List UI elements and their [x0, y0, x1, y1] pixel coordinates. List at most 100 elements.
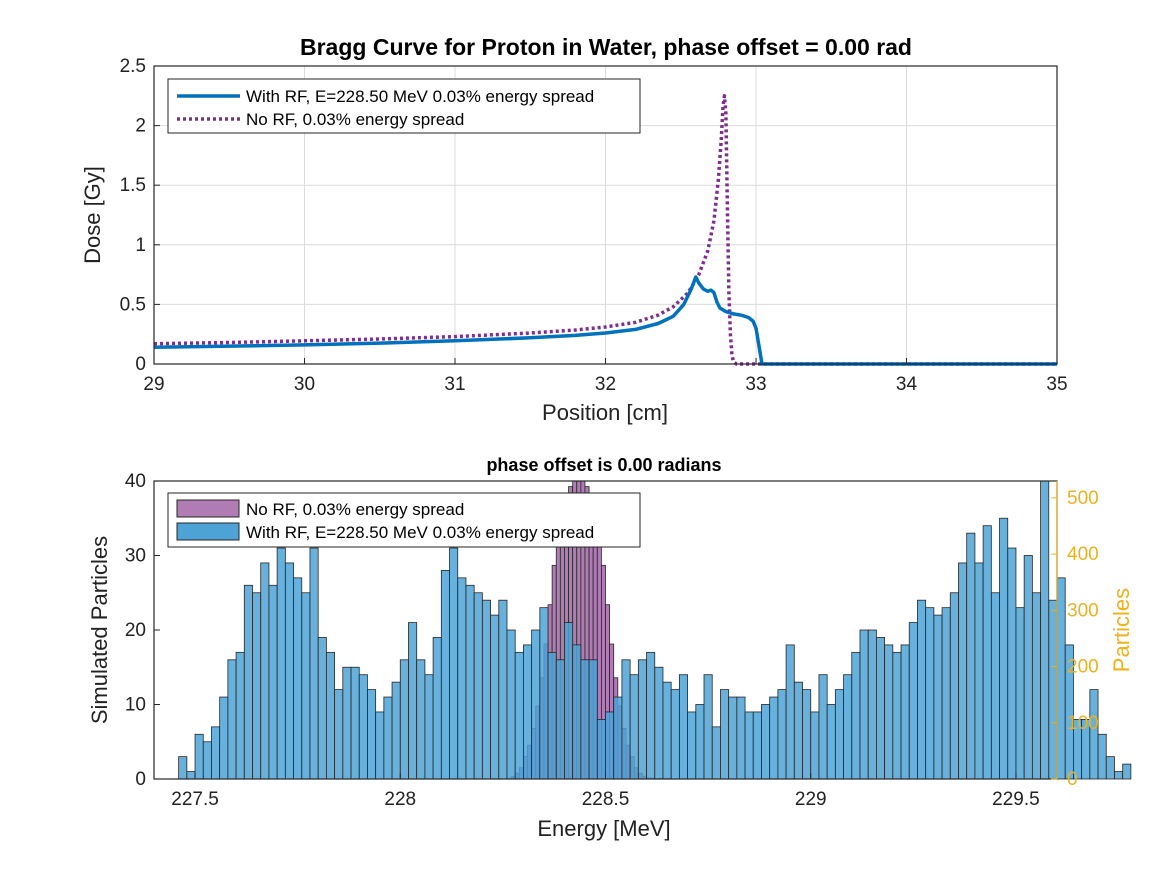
- chart2-right-tick-label: 400: [1067, 544, 1099, 565]
- histogram-bar-with-rf: [506, 629, 516, 780]
- chart1-title: Bragg Curve for Proton in Water, phase o…: [300, 34, 912, 60]
- histogram-bar-with-rf: [711, 726, 721, 780]
- histogram-bar-with-rf: [670, 689, 680, 780]
- histogram-bar-with-rf: [662, 681, 672, 780]
- chart1-legend-box: [167, 78, 641, 134]
- chart2-y-tick-label: 0: [135, 769, 146, 790]
- chart1-y-tick-label: 1.5: [120, 175, 146, 196]
- histogram-bar-with-rf: [793, 681, 803, 780]
- histogram-bar-with-rf: [1122, 763, 1132, 780]
- histogram-bar-with-rf: [399, 659, 409, 780]
- chart2-y-tick-label: 40: [125, 471, 146, 492]
- histogram-bar-with-rf: [342, 666, 352, 780]
- histogram-bar-with-rf: [227, 659, 237, 780]
- histogram-bar-with-rf: [375, 711, 385, 780]
- histogram-bar-with-rf: [752, 711, 762, 780]
- histogram-bar-with-rf: [408, 622, 418, 780]
- chart2-right-tick-label: 500: [1067, 488, 1099, 509]
- chart2-right-axis-label: Particles: [1109, 588, 1134, 672]
- histogram-bar-with-rf: [982, 525, 992, 780]
- histogram-bar-with-rf: [555, 659, 565, 780]
- histogram-bar-with-rf: [851, 651, 861, 780]
- chart1-x-axis-label: Position [cm]: [542, 400, 668, 425]
- histogram-bar-with-rf: [358, 674, 368, 780]
- histogram-bar-with-rf: [917, 599, 927, 780]
- chart1-x-tick-label: 33: [745, 374, 766, 395]
- histogram-bar-with-rf: [523, 644, 533, 780]
- histogram-bar-with-rf: [432, 637, 442, 780]
- chart2-x-tick-label: 228.5: [582, 789, 630, 810]
- histogram-bar-with-rf: [449, 547, 459, 780]
- histogram-bar-with-rf: [564, 622, 574, 780]
- histogram-bar-with-rf: [629, 674, 639, 780]
- histogram-bar-with-rf: [720, 689, 730, 780]
- histogram-bar-with-rf: [1007, 547, 1017, 780]
- chart2-legend-label-no-rf: No RF, 0.03% energy spread: [246, 500, 464, 519]
- histogram-bar-with-rf: [498, 599, 508, 780]
- histogram-bar-with-rf: [1031, 592, 1041, 780]
- histogram-bar-with-rf: [785, 644, 795, 780]
- histogram-bar-with-rf: [391, 681, 401, 780]
- histogram-bar-with-rf: [514, 651, 524, 780]
- histogram-bar-with-rf: [547, 651, 557, 780]
- histogram-bar-with-rf: [1089, 689, 1099, 780]
- chart1-legend-label-with-rf: With RF, E=228.50 MeV 0.03% energy sprea…: [246, 87, 594, 106]
- histogram-bar-with-rf: [777, 689, 787, 780]
- chart1-y-tick-label: 0: [135, 354, 146, 375]
- chart2-x-axis-label: Energy [MeV]: [537, 816, 670, 841]
- histogram-bar-with-rf: [605, 711, 615, 780]
- chart1-y-tick-label: 0.5: [120, 294, 146, 315]
- histogram-bar-with-rf: [481, 599, 491, 780]
- histogram-bar-with-rf: [252, 592, 262, 780]
- chart1-x-tick-label: 32: [595, 374, 616, 395]
- histogram-bar-with-rf: [473, 592, 483, 780]
- series-line-with-rf: [153, 275, 1057, 366]
- histogram-bar-with-rf: [695, 704, 705, 780]
- histogram-bar-with-rf: [243, 584, 253, 780]
- histogram-bar-with-rf: [999, 517, 1009, 780]
- bragg-curve-chart: Bragg Curve for Proton in Water, phase o…: [80, 34, 1068, 425]
- chart2-y-tick-label: 30: [125, 546, 146, 567]
- chart1-x-tick-label: 29: [143, 374, 164, 395]
- histogram-bar-with-rf: [325, 651, 336, 780]
- chart2-right-tick-label: 300: [1067, 600, 1099, 621]
- histogram-bar-with-rf: [596, 719, 606, 780]
- histogram-bar-with-rf: [818, 674, 828, 780]
- histogram-bar-with-rf: [810, 711, 820, 780]
- histogram-bar-with-rf: [588, 659, 598, 780]
- histogram-bar-with-rf: [843, 674, 853, 780]
- chart2-x-tick-label: 229.5: [992, 789, 1040, 810]
- histogram-bar-with-rf: [941, 607, 951, 780]
- chart2-right-tick-label: 100: [1067, 713, 1099, 734]
- histogram-bar-with-rf: [900, 644, 910, 780]
- histogram-bar-with-rf: [1015, 607, 1025, 780]
- histogram-bar-with-rf: [276, 547, 286, 780]
- histogram-bar-with-rf: [194, 733, 204, 780]
- histogram-bar-with-rf: [1097, 733, 1107, 780]
- histogram-bar-with-rf: [235, 651, 245, 780]
- chart2-x-tick-label: 229: [795, 789, 827, 810]
- chart2-bars: [178, 480, 1132, 780]
- histogram-bar-with-rf: [334, 689, 344, 780]
- histogram-bar-with-rf: [457, 577, 467, 780]
- chart2-x-tick-label: 228: [384, 789, 416, 810]
- histogram-bar-with-rf: [769, 696, 779, 780]
- histogram-bar-with-rf: [933, 614, 943, 780]
- histogram-bar-with-rf: [211, 726, 221, 780]
- histogram-bar-with-rf: [736, 696, 746, 780]
- chart2-legend-box: [167, 492, 641, 548]
- histogram-bar-with-rf: [440, 570, 450, 780]
- chart2-y-tick-label: 10: [125, 695, 146, 716]
- chart2-title: phase offset is 0.00 radians: [486, 455, 721, 475]
- chart1-y-axis-label: Dose [Gy]: [80, 166, 105, 264]
- energy-histogram-chart: phase offset is 0.00 radians 227.5 228 228…: [87, 455, 1134, 841]
- histogram-bar-with-rf: [465, 584, 475, 780]
- histogram-bar-with-rf: [884, 644, 894, 780]
- histogram-bar-with-rf: [613, 696, 623, 780]
- histogram-bar-with-rf: [268, 584, 278, 780]
- chart2-legend-swatch-with-rf: [176, 522, 240, 541]
- histogram-bar-with-rf: [703, 674, 713, 780]
- histogram-bar-with-rf: [260, 562, 270, 780]
- histogram-bar-with-rf: [1023, 555, 1033, 780]
